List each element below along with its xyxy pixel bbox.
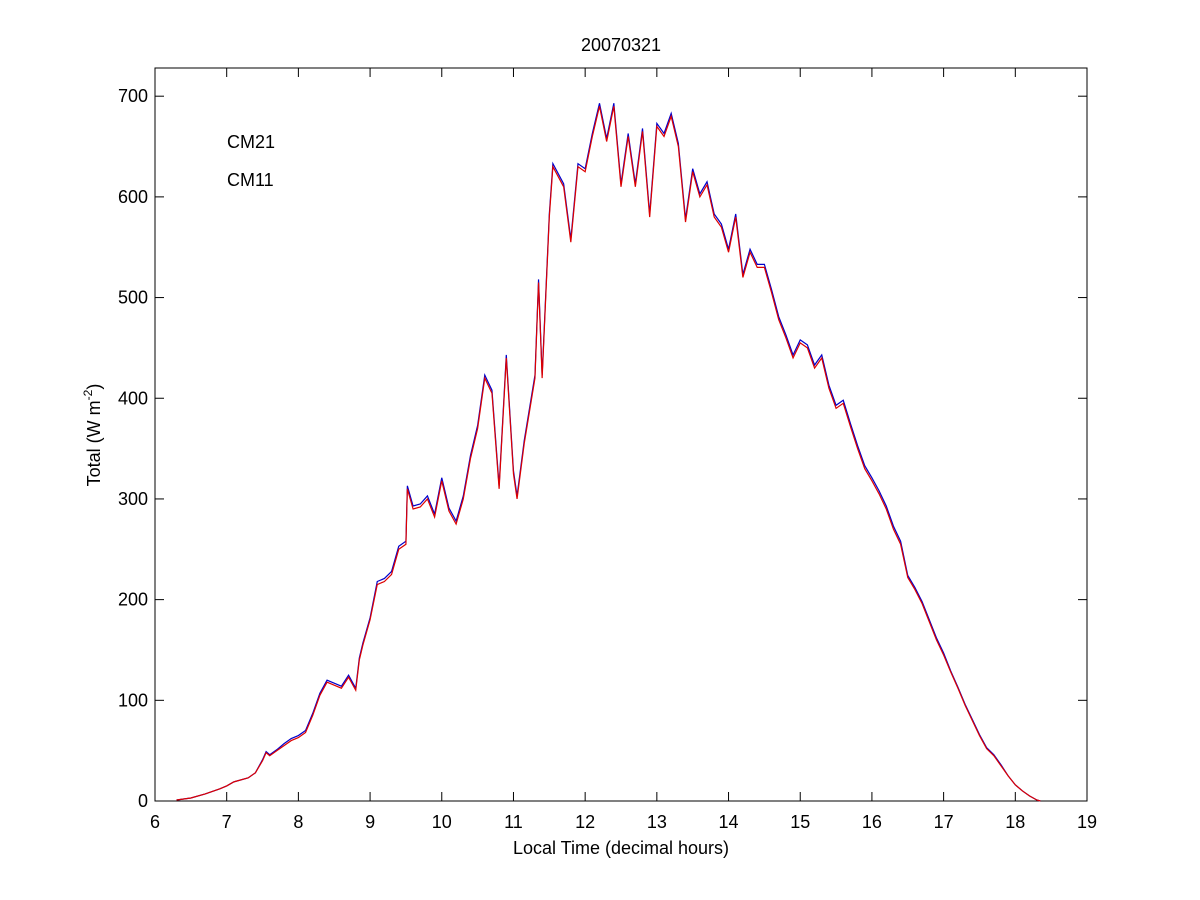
x-tick-label: 9 (365, 812, 375, 832)
x-tick-label: 11 (504, 812, 523, 832)
axes-box (154, 67, 1088, 802)
x-tick-label: 12 (575, 812, 595, 832)
series-line (176, 103, 1041, 802)
y-tick-label: 200 (118, 590, 148, 610)
y-label-part: Total (W m (84, 400, 104, 486)
legend-label: CM21 (227, 132, 275, 152)
y-tick-label: 500 (118, 288, 148, 308)
y-tick-label: 700 (118, 86, 148, 106)
y-axis-label: Total (W m-2) (81, 384, 104, 487)
x-tick-label: 7 (222, 812, 232, 832)
x-tick-label: 17 (934, 812, 954, 832)
y-label-part: ) (84, 384, 104, 390)
x-tick-label: 14 (719, 812, 739, 832)
x-tick-label: 10 (432, 812, 452, 832)
legend-label: CM11 (227, 170, 274, 190)
x-tick-label: 18 (1005, 812, 1025, 832)
x-tick-label: 8 (293, 812, 303, 832)
series-line (176, 106, 1041, 802)
x-axis-label: Local Time (decimal hours) (513, 838, 729, 858)
y-tick-label: 0 (138, 791, 148, 811)
y-label-sup: -2 (81, 389, 95, 400)
y-tick-label: 300 (118, 489, 148, 509)
y-tick-label: 400 (118, 388, 148, 408)
y-tick-label: 100 (118, 690, 148, 710)
x-tick-label: 19 (1077, 812, 1097, 832)
x-tick-label: 6 (150, 812, 160, 832)
x-tick-label: 13 (647, 812, 667, 832)
x-tick-label: 15 (790, 812, 810, 832)
y-tick-label: 600 (118, 187, 148, 207)
chart-title: 20070321 (581, 35, 661, 55)
x-tick-label: 16 (862, 812, 882, 832)
